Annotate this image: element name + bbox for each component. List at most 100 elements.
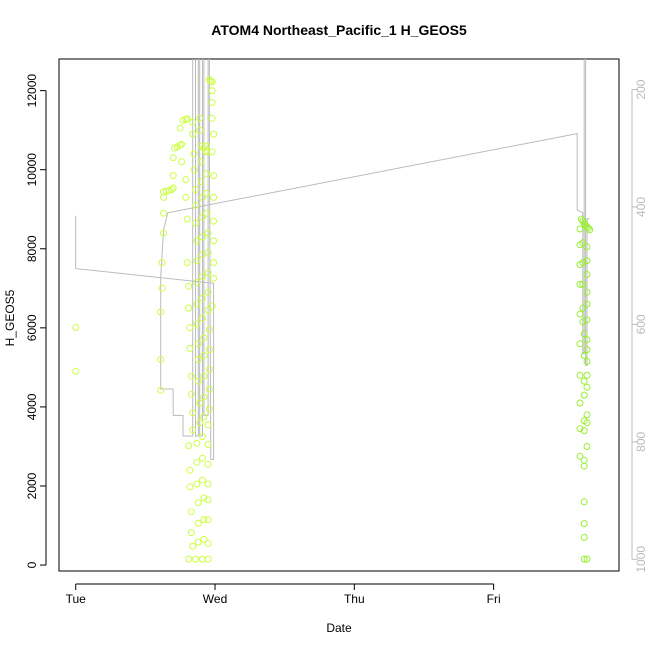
y-tick-label: 4000 [25,393,39,420]
data-point [199,193,206,201]
data-point [208,99,216,106]
data-point [580,391,588,399]
y-axis: 0 2000 4000 6000 8000 10000 12000 [25,74,47,568]
data-point [210,217,218,225]
right-y-tick-label: 400 [634,197,648,217]
data-point [197,178,205,186]
data-point [586,226,594,234]
data-point [583,358,591,365]
x-tick-label: Thu [344,592,365,606]
data-point [193,278,201,286]
data-point [204,249,212,257]
y-axis-label: H_GEOS5 [3,289,17,346]
data-point [207,77,215,85]
data-point [200,494,208,502]
data-point [199,213,206,221]
data-point [193,320,201,328]
data-point [583,288,591,296]
data-point [204,269,212,276]
x-axis: Tue Wed Thu Fri [66,583,501,606]
data-point [194,499,202,507]
data-point [187,529,195,537]
data-point [583,336,591,344]
data-point [196,399,204,407]
data-point [584,224,592,232]
data-point [183,115,191,123]
data-point [199,476,206,484]
data-point [185,304,193,312]
data-point [193,480,201,488]
data-point [579,239,587,247]
data-point [583,383,591,391]
data-point [210,172,218,180]
x-tick-label: Wed [203,592,227,606]
data-point [580,498,588,506]
data-point [576,280,584,288]
data-point [182,176,190,184]
data-point [579,280,587,288]
data-point [199,294,206,302]
right-y-tick-label: 1000 [634,546,648,573]
data-point [182,193,190,201]
data-point [204,229,212,237]
data-point [199,233,206,241]
data-point [205,346,213,354]
data-point [196,419,204,427]
data-point [579,304,587,312]
data-point [160,229,167,237]
data-point [186,483,194,491]
data-point [199,454,206,462]
data-point [200,352,208,359]
data-point [199,314,206,322]
data-point [583,257,591,265]
data-point [583,371,591,379]
data-point [189,409,197,417]
data-point [157,308,165,316]
data-point [185,442,193,450]
data-point [187,390,195,398]
data-point [203,209,211,217]
data-point [200,516,208,524]
data-point [576,425,584,433]
data-point [583,443,591,450]
data-point [576,225,584,233]
data-point [208,78,216,86]
data-point [210,237,218,245]
data-point [580,520,588,528]
data-point [169,172,177,180]
data-point [580,330,588,338]
data-point [176,141,184,149]
data-point [183,215,191,223]
data-point [583,555,591,563]
right-y-axis: 200 400 600 800 1000 [631,79,648,573]
data-point [176,124,184,132]
data-point [580,377,588,385]
data-point [583,411,591,419]
x-tick-label: Fri [487,592,501,606]
data-point [205,385,213,393]
data-point [583,271,591,278]
data-point [178,140,186,148]
data-point [186,324,194,332]
data-point [203,170,211,178]
data-point [186,344,194,352]
data-point [204,441,212,448]
data-point [169,184,177,192]
data-point [193,300,201,308]
x-axis-label: Date [326,621,352,635]
y-tick-label: 0 [25,561,39,568]
data-point [204,460,212,468]
data-point [579,318,587,326]
data-point [190,150,198,158]
data-point [192,219,199,227]
data-point [205,326,213,334]
data-point [193,237,201,245]
data-point [580,533,588,541]
data-point [187,508,195,516]
plot-area-frame [58,58,620,572]
y-tick-label: 6000 [25,314,39,341]
data-point [208,302,216,310]
data-point [580,352,588,359]
data-point [583,300,591,308]
